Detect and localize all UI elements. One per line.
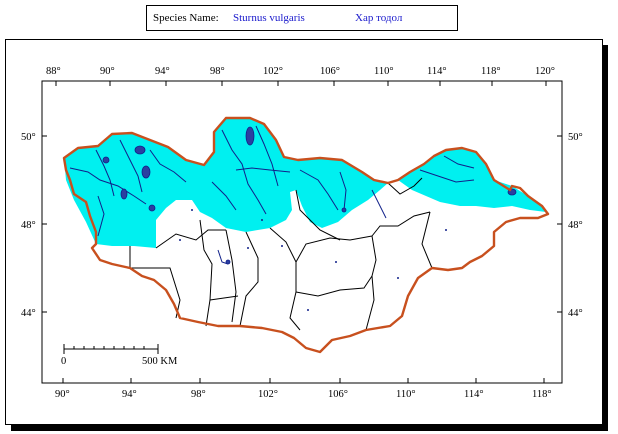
lon-label-bottom: 94° <box>122 389 137 400</box>
province-borders <box>129 177 433 331</box>
scale-start-label: 0 <box>61 356 66 367</box>
lon-label-top: 102° <box>263 66 283 77</box>
settlement-dots <box>179 209 447 311</box>
lon-label-bottom: 102° <box>258 389 278 400</box>
lon-label-top: 94° <box>155 66 170 77</box>
lat-label-left: 50° <box>21 132 36 143</box>
map-inner-frame <box>41 80 563 384</box>
lon-label-bottom: 114° <box>464 389 484 400</box>
species-local-name: Хар тодол <box>355 12 403 24</box>
lon-label-bottom: 98° <box>191 389 206 400</box>
lat-label-left: 44° <box>21 308 36 319</box>
lon-label-top: 118° <box>481 66 501 77</box>
species-header: Species Name: Sturnus vulgaris Хар тодол <box>146 5 458 31</box>
lon-label-bottom: 106° <box>328 389 348 400</box>
scale-end-label: 500 KM <box>142 356 178 367</box>
lon-label-top: 110° <box>374 66 394 77</box>
lon-label-bottom: 90° <box>55 389 70 400</box>
lon-label-top: 120° <box>535 66 555 77</box>
top-ticks <box>55 81 547 86</box>
lon-label-top: 98° <box>210 66 225 77</box>
rivers <box>69 125 475 265</box>
species-name-label: Species Name: <box>153 12 219 24</box>
lat-label-left: 48° <box>21 220 36 231</box>
lon-label-bottom: 110° <box>396 389 416 400</box>
lat-label-right: 44° <box>568 308 583 319</box>
lon-label-top: 88° <box>46 66 61 77</box>
lon-label-top: 114° <box>427 66 447 77</box>
lon-label-bottom: 118° <box>532 389 552 400</box>
lakes <box>102 126 517 265</box>
species-name-value: Sturnus vulgaris <box>233 12 305 24</box>
lat-label-right: 48° <box>568 220 583 231</box>
lat-label-right: 50° <box>568 132 583 143</box>
lon-label-top: 106° <box>320 66 340 77</box>
country-border <box>62 116 550 354</box>
bottom-ticks <box>62 378 545 383</box>
lon-label-top: 90° <box>100 66 115 77</box>
side-ticks <box>42 135 562 313</box>
scale-bar <box>63 344 159 354</box>
